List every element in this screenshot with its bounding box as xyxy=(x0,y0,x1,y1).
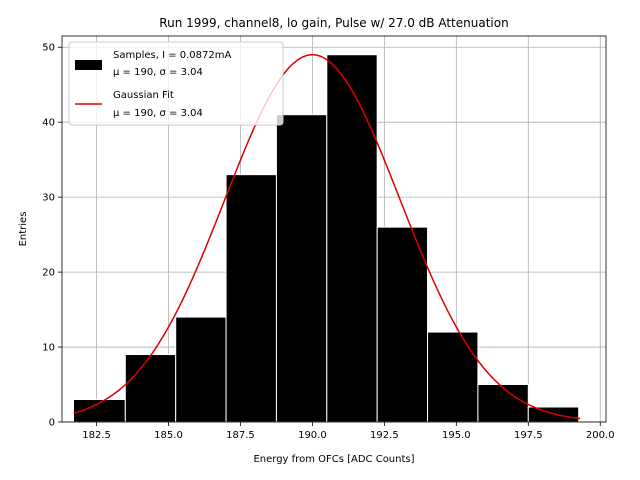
histogram-bar-1 xyxy=(124,354,177,423)
histogram-bar-6 xyxy=(376,226,429,423)
histogram-bar-5 xyxy=(326,54,378,423)
y-axis-label: Entries xyxy=(18,212,29,247)
x-tick-label: 197.5 xyxy=(514,430,543,441)
histogram-bar-4 xyxy=(275,114,328,423)
gaussian-fit-curve xyxy=(73,53,581,420)
legend-histogram-label: Samples, I = 0.0872mA xyxy=(113,50,231,61)
x-tick-label: 195.0 xyxy=(442,430,471,441)
legend: Samples, I = 0.0872mA μ = 190, σ = 3.04 … xyxy=(68,41,284,126)
histogram-bars xyxy=(73,54,580,423)
legend-histogram-stats: μ = 190, σ = 3.04 xyxy=(113,67,203,78)
y-tick-label: 40 xyxy=(42,118,55,129)
x-tick-label: 200.0 xyxy=(586,430,615,441)
y-tick-label: 50 xyxy=(42,43,55,54)
y-tick-label: 0 xyxy=(49,418,55,429)
histogram-bar-7 xyxy=(427,331,479,423)
histogram-bar-2 xyxy=(175,316,227,423)
chart-title: Run 1999, channel8, lo gain, Pulse w/ 27… xyxy=(159,16,508,30)
y-tick-label: 10 xyxy=(42,343,55,354)
legend-histogram-swatch xyxy=(75,60,102,70)
histogram-bar-8 xyxy=(477,384,529,423)
x-tick-label: 185.0 xyxy=(154,430,183,441)
x-axis-label: Energy from OFCs [ADC Counts] xyxy=(253,454,414,465)
legend-box xyxy=(68,41,284,126)
plot-frame xyxy=(61,35,607,423)
x-tick-label: 192.5 xyxy=(370,430,399,441)
x-axis-ticks: 182.5 185.0 187.5 190.0 192.5 195.0 197.5 200.0 xyxy=(82,422,615,441)
histogram-bar-3 xyxy=(225,174,277,423)
y-tick-label: 30 xyxy=(42,193,55,204)
legend-fit-stats: μ = 190, σ = 3.04 xyxy=(113,108,203,119)
y-tick-label: 20 xyxy=(42,268,55,279)
y-axis-ticks: 0 10 20 30 40 50 xyxy=(42,43,62,429)
x-tick-label: 182.5 xyxy=(82,430,111,441)
x-tick-label: 187.5 xyxy=(226,430,255,441)
x-tick-label: 190.0 xyxy=(298,430,327,441)
legend-fit-label: Gaussian Fit xyxy=(113,90,174,101)
